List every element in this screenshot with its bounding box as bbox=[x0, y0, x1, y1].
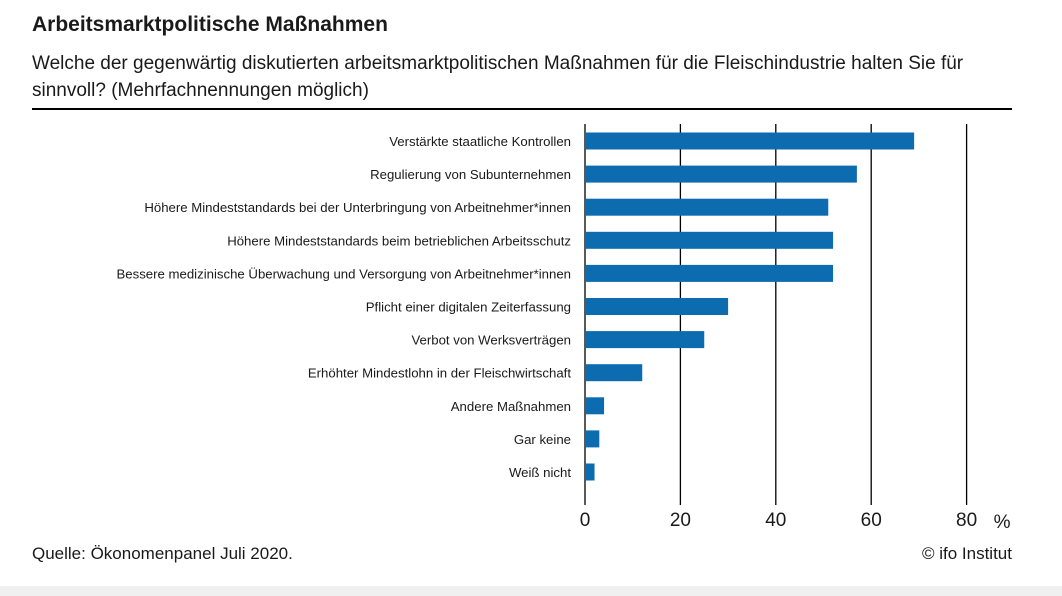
x-axis-unit: % bbox=[994, 512, 1011, 533]
bar bbox=[585, 198, 829, 216]
category-label: Höhere Mindeststandards bei der Unterbri… bbox=[144, 200, 571, 215]
x-tick-label: 20 bbox=[670, 510, 691, 531]
bar bbox=[585, 165, 857, 183]
title-divider bbox=[32, 108, 1012, 110]
chart-subtitle: Welche der gegenwärtig diskutierten arbe… bbox=[32, 53, 964, 101]
x-tick-label: 60 bbox=[861, 510, 882, 531]
category-label: Erhöhter Mindestlohn in der Fleischwirts… bbox=[308, 366, 571, 381]
category-label: Höhere Mindeststandards beim betrieblich… bbox=[227, 233, 571, 248]
chart-title: Arbeitsmarktpolitische Maßnahmen bbox=[32, 13, 388, 36]
x-tick-label: 80 bbox=[956, 510, 977, 531]
x-tick-label: 0 bbox=[580, 510, 591, 531]
category-label: Regulierung von Subunternehmen bbox=[370, 167, 571, 182]
bar bbox=[585, 331, 705, 349]
bar bbox=[585, 231, 834, 249]
category-label: Bessere medizinische Überwachung und Ver… bbox=[116, 266, 571, 281]
bar bbox=[585, 430, 600, 448]
bar bbox=[585, 298, 729, 315]
copyright-note: © ifo Institut bbox=[921, 544, 1012, 563]
bar bbox=[585, 364, 643, 382]
category-label: Pflicht einer digitalen Zeiterfassung bbox=[366, 300, 571, 315]
category-label: Verbot von Werksverträgen bbox=[411, 333, 571, 348]
bar bbox=[585, 397, 605, 415]
category-label: Andere Maßnahmen bbox=[451, 399, 571, 414]
bar bbox=[585, 264, 834, 282]
category-label: Gar keine bbox=[514, 432, 571, 447]
category-label: Verstärkte staatliche Kontrollen bbox=[389, 134, 571, 149]
source-note: Quelle: Ökonomenpanel Juli 2020. bbox=[32, 544, 293, 563]
x-tick-label: 40 bbox=[765, 510, 786, 531]
category-label: Weiß nicht bbox=[509, 465, 571, 480]
bar bbox=[585, 463, 595, 481]
bar bbox=[585, 132, 915, 150]
